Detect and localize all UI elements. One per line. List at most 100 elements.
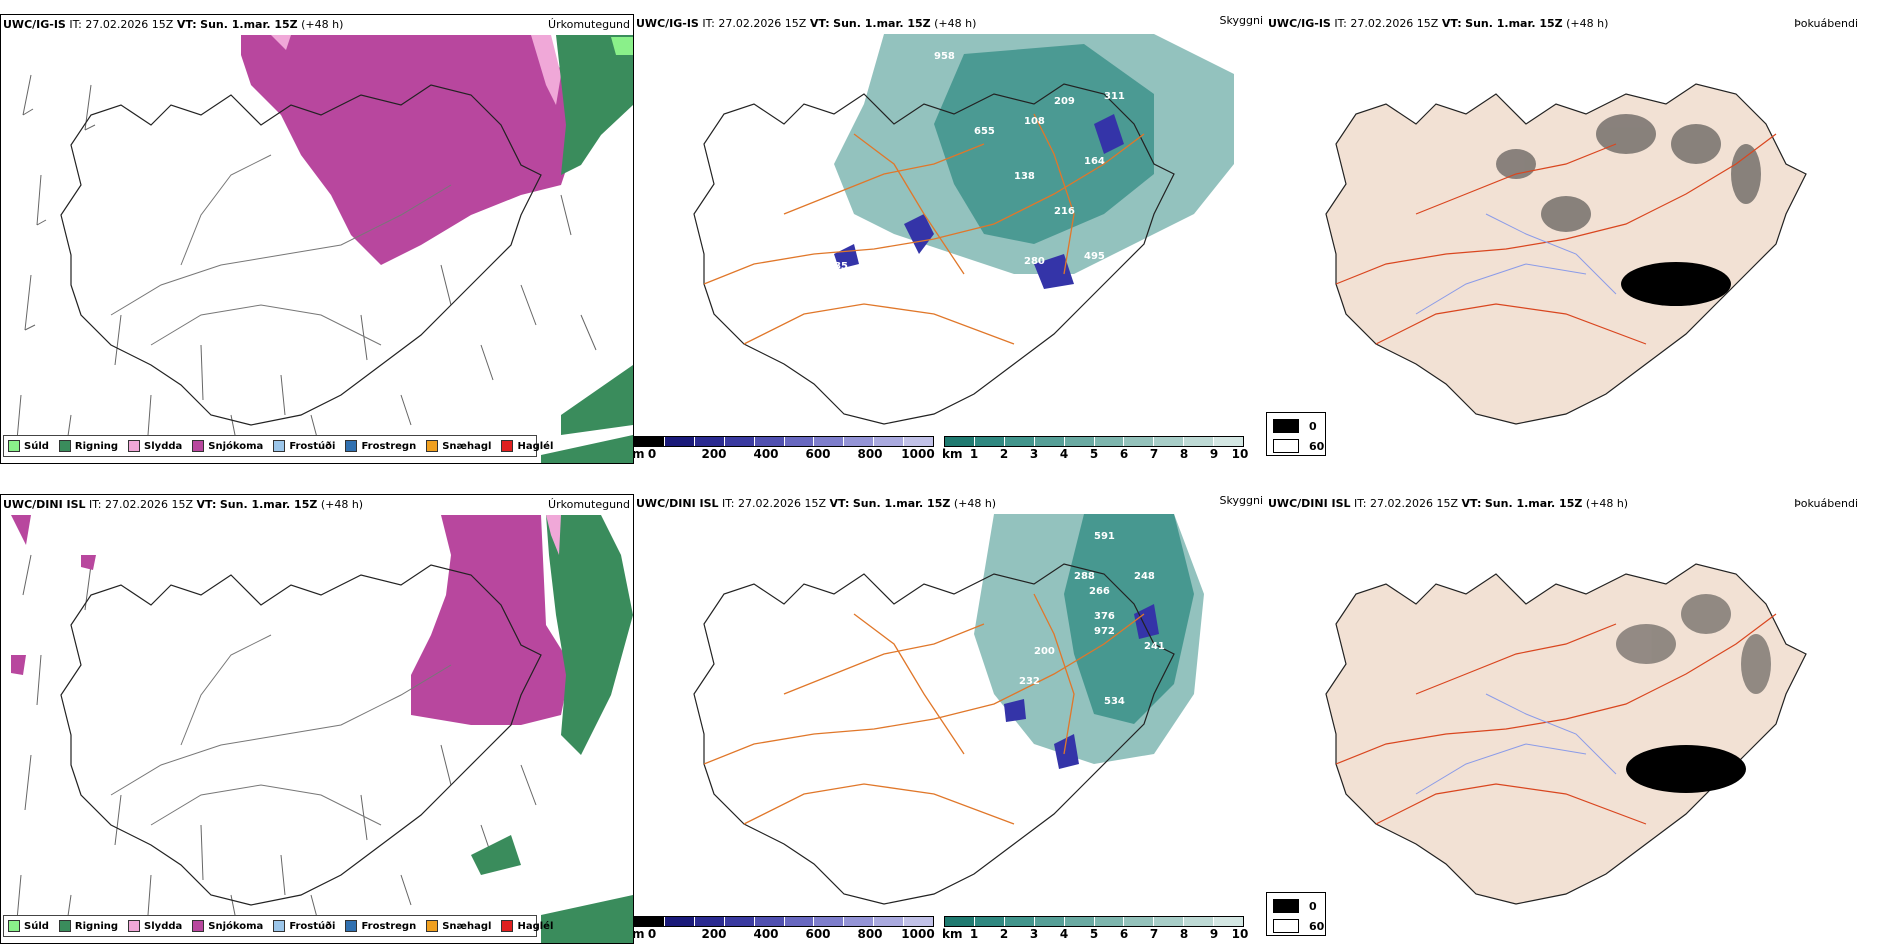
panel-title-row1-cloud: UWC/IG-IS IT: 27.02.2026 15Z VT: Sun. 1.… bbox=[636, 17, 977, 30]
legend-item: Snjókoma bbox=[192, 440, 263, 452]
cloud-visibility-panel-row1: UWC/IG-IS IT: 27.02.2026 15Z VT: Sun. 1.… bbox=[632, 14, 1266, 464]
tick: 1000 bbox=[901, 447, 935, 461]
cloud-label: 655 bbox=[974, 126, 995, 137]
cloud-label: 133 bbox=[889, 251, 910, 262]
cloud-label: 138 bbox=[1014, 171, 1035, 182]
ceiling-colorbar-row2: m 0 200 400 600 800 1000 bbox=[632, 916, 935, 943]
visibility-colorbar-row1: km 1 2 3 4 5 6 7 8 9 10 bbox=[942, 436, 1248, 463]
cloud-label: 209 bbox=[1054, 96, 1075, 107]
tick: 200 bbox=[701, 927, 727, 941]
panel-label-fog: Þokuábendi bbox=[1794, 497, 1858, 510]
cloud-label: 534 bbox=[1104, 696, 1125, 707]
roads bbox=[110, 154, 452, 346]
tick: 800 bbox=[857, 447, 883, 461]
cloud-label: 972 bbox=[1094, 626, 1115, 637]
panel-title-row1-fog: UWC/IG-IS IT: 27.02.2026 15Z VT: Sun. 1.… bbox=[1268, 17, 1609, 30]
precip-map-row1 bbox=[16, 35, 633, 463]
tick: 1000 bbox=[901, 927, 935, 941]
cloud-label: 248 bbox=[1134, 571, 1155, 582]
legend-item: Súld bbox=[8, 920, 49, 932]
ceiling-unit: m bbox=[632, 927, 645, 941]
tick: 3 bbox=[1029, 927, 1039, 941]
tick: 8 bbox=[1179, 927, 1189, 941]
cloud-label: 85 bbox=[834, 261, 848, 272]
precip-legend-row1: Súld Rigning Slydda Snjókoma Frostúði Fr… bbox=[3, 435, 553, 457]
tick: 400 bbox=[753, 447, 779, 461]
fog-key-low: 60 bbox=[1309, 439, 1325, 453]
tick: 0 bbox=[647, 447, 657, 461]
tick: 4 bbox=[1059, 927, 1069, 941]
cloud-map-row2: 591 288 266 248 376 972 241 200 232 534 … bbox=[693, 514, 1204, 905]
cloud-label: 241 bbox=[1144, 641, 1165, 652]
fog-key-low: 60 bbox=[1309, 919, 1325, 933]
tick: 0 bbox=[647, 927, 657, 941]
cloud-label: 288 bbox=[1074, 571, 1095, 582]
legend-item: Frostúði bbox=[273, 920, 335, 932]
legend-item: Rigning bbox=[58, 920, 118, 932]
visibility-colorbar-row2: km 1 2 3 4 5 6 7 8 9 10 bbox=[942, 916, 1248, 943]
legend-item: Slydda bbox=[128, 440, 182, 452]
panel-label-precip: Úrkomutegund bbox=[548, 18, 630, 31]
tick: 6 bbox=[1119, 447, 1129, 461]
precip-legend-row2: Súld Rigning Slydda Snjókoma Frostúði Fr… bbox=[3, 915, 553, 937]
tick: 5 bbox=[1089, 447, 1099, 461]
fog-index-panel-row2: UWC/DINI ISL IT: 27.02.2026 15Z VT: Sun.… bbox=[1266, 494, 1900, 944]
fog-key-row2: 0 60 bbox=[1266, 892, 1326, 936]
tick: 800 bbox=[857, 927, 883, 941]
panel-title-row1-precip: UWC/IG-IS IT: 27.02.2026 15Z VT: Sun. 1.… bbox=[3, 18, 344, 31]
cloud-label: 311 bbox=[1104, 91, 1125, 102]
ceiling-colorbar-row1: m 0 200 400 600 800 1000 bbox=[632, 436, 935, 463]
cloud-map-row1: 958 655 108 209 311 164 138 216 280 495 … bbox=[693, 34, 1234, 425]
cloud-label: 266 bbox=[1089, 586, 1110, 597]
legend-item: Frostregn bbox=[345, 920, 416, 932]
cloud-label: 159 bbox=[964, 691, 985, 702]
cloud-label: 200 bbox=[1034, 646, 1055, 657]
tick: 600 bbox=[805, 447, 831, 461]
rain-area bbox=[541, 35, 633, 463]
wind-barbs bbox=[16, 74, 597, 451]
cloud-label: 280 bbox=[1024, 256, 1045, 267]
panel-label-fog: Þokuábendi bbox=[1794, 17, 1858, 30]
tick: 1 bbox=[969, 447, 979, 461]
panel-label-cloud: Skyggni bbox=[1219, 14, 1263, 27]
fog-index-panel-row1: UWC/IG-IS IT: 27.02.2026 15Z VT: Sun. 1.… bbox=[1266, 14, 1900, 464]
tick: 200 bbox=[701, 447, 727, 461]
cloud-base-labels: 958 655 108 209 311 164 138 216 280 495 … bbox=[799, 51, 1125, 287]
cloud-visibility-panel-row2: UWC/DINI ISL IT: 27.02.2026 15Z VT: Sun.… bbox=[632, 494, 1266, 944]
panel-label-cloud: Skyggni bbox=[1219, 494, 1263, 507]
cloud-label: 495 bbox=[1084, 251, 1105, 262]
fog-map-row2 bbox=[1325, 563, 1807, 905]
tick: 3 bbox=[1029, 447, 1039, 461]
tick: 1 bbox=[969, 927, 979, 941]
cloud-label: 216 bbox=[1054, 206, 1075, 217]
precip-type-panel-row1: UWC/IG-IS IT: 27.02.2026 15Z VT: Sun. 1.… bbox=[0, 14, 634, 464]
tick: 8 bbox=[1179, 447, 1189, 461]
precip-type-panel-row2: UWC/DINI ISL IT: 27.02.2026 15Z VT: Sun.… bbox=[0, 494, 634, 944]
tick: 6 bbox=[1119, 927, 1129, 941]
tick: 600 bbox=[805, 927, 831, 941]
panel-title-row2-precip: UWC/DINI ISL IT: 27.02.2026 15Z VT: Sun.… bbox=[3, 498, 364, 511]
visibility-unit: km bbox=[942, 927, 963, 941]
cloud-base-labels: 591 288 266 248 376 972 241 200 232 534 … bbox=[964, 531, 1165, 707]
tick: 2 bbox=[999, 927, 1009, 941]
legend-item: Slydda bbox=[128, 920, 182, 932]
cloud-label: 958 bbox=[934, 51, 955, 62]
tick: 5 bbox=[1089, 927, 1099, 941]
legend-item: Frostregn bbox=[345, 440, 416, 452]
tick: 4 bbox=[1059, 447, 1069, 461]
cloud-label: 164 bbox=[1084, 156, 1105, 167]
snow-area bbox=[241, 35, 571, 265]
tick: 2 bbox=[999, 447, 1009, 461]
legend-item: Haglél bbox=[501, 440, 553, 452]
fog-key-row1: 0 60 bbox=[1266, 412, 1326, 456]
visibility-unit: km bbox=[942, 447, 963, 461]
tick: 10 bbox=[1231, 927, 1249, 941]
tick: 7 bbox=[1149, 927, 1159, 941]
panel-title-row2-fog: UWC/DINI ISL IT: 27.02.2026 15Z VT: Sun.… bbox=[1268, 497, 1629, 510]
cloud-label: 591 bbox=[1094, 531, 1115, 542]
tick: 10 bbox=[1231, 447, 1249, 461]
ceiling-unit: m bbox=[632, 447, 645, 461]
legend-item: Snæhagl bbox=[426, 920, 491, 932]
legend-item: Súld bbox=[8, 440, 49, 452]
cloud-label: 89 bbox=[799, 276, 813, 287]
